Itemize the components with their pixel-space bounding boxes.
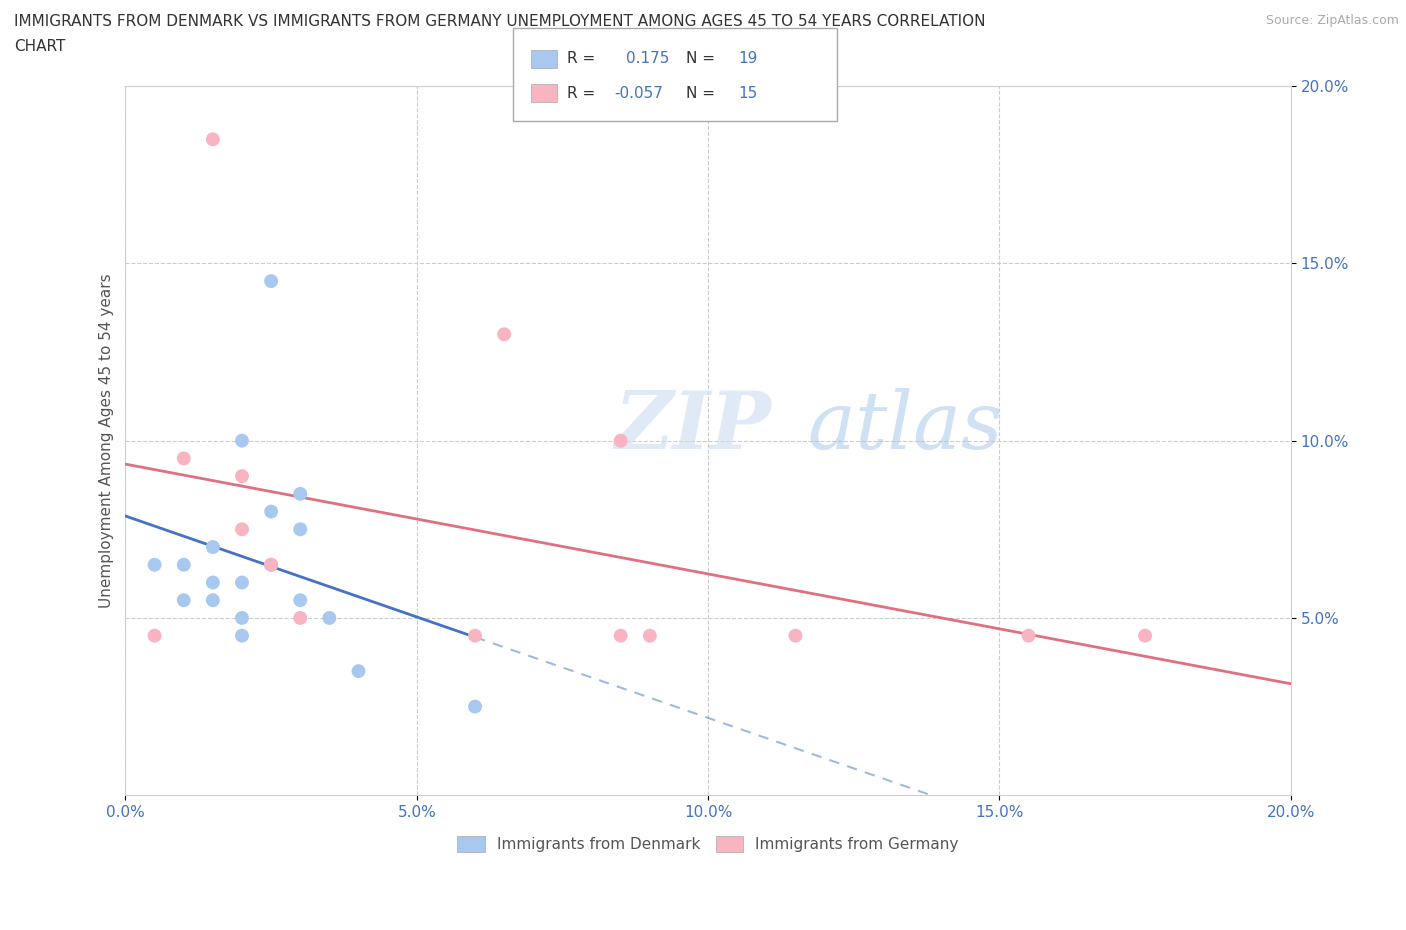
Point (231, 629, 253, 644)
Point (494, 326, 516, 341)
Point (290, 610, 312, 625)
Text: R =: R = (567, 86, 595, 100)
Text: 15: 15 (738, 86, 758, 100)
Text: N =: N = (686, 51, 716, 66)
Point (260, 273, 283, 288)
Point (201, 592, 224, 607)
Legend: Immigrants from Denmark, Immigrants from Germany: Immigrants from Denmark, Immigrants from… (451, 830, 965, 858)
Point (173, 557, 195, 572)
Point (201, 132, 224, 147)
Text: 0.175: 0.175 (626, 51, 669, 66)
Text: -0.057: -0.057 (614, 86, 664, 100)
Point (1018, 629, 1040, 644)
Point (201, 539, 224, 554)
Point (143, 629, 166, 644)
Point (231, 610, 253, 625)
Point (231, 433, 253, 448)
Point (231, 522, 253, 537)
Point (609, 629, 631, 644)
Point (1133, 629, 1156, 644)
Point (260, 557, 283, 572)
Point (173, 451, 195, 466)
Point (347, 664, 370, 679)
Point (231, 469, 253, 484)
Point (201, 575, 224, 590)
Text: R =: R = (567, 51, 595, 66)
Point (173, 592, 195, 607)
Point (638, 629, 661, 644)
Point (260, 504, 283, 519)
Point (290, 486, 312, 501)
Y-axis label: Unemployment Among Ages 45 to 54 years: Unemployment Among Ages 45 to 54 years (100, 273, 114, 608)
Point (609, 433, 631, 448)
Text: 19: 19 (738, 51, 758, 66)
Point (290, 522, 312, 537)
Text: N =: N = (686, 86, 716, 100)
Text: Source: ZipAtlas.com: Source: ZipAtlas.com (1265, 14, 1399, 27)
Text: ZIP: ZIP (614, 388, 772, 465)
Point (231, 575, 253, 590)
Point (464, 629, 486, 644)
Point (290, 592, 312, 607)
Point (143, 557, 166, 572)
Point (464, 699, 486, 714)
Point (785, 629, 807, 644)
Point (318, 610, 340, 625)
Point (260, 557, 283, 572)
Text: IMMIGRANTS FROM DENMARK VS IMMIGRANTS FROM GERMANY UNEMPLOYMENT AMONG AGES 45 TO: IMMIGRANTS FROM DENMARK VS IMMIGRANTS FR… (14, 14, 986, 29)
Text: atlas: atlas (807, 388, 1002, 465)
Text: CHART: CHART (14, 39, 66, 54)
